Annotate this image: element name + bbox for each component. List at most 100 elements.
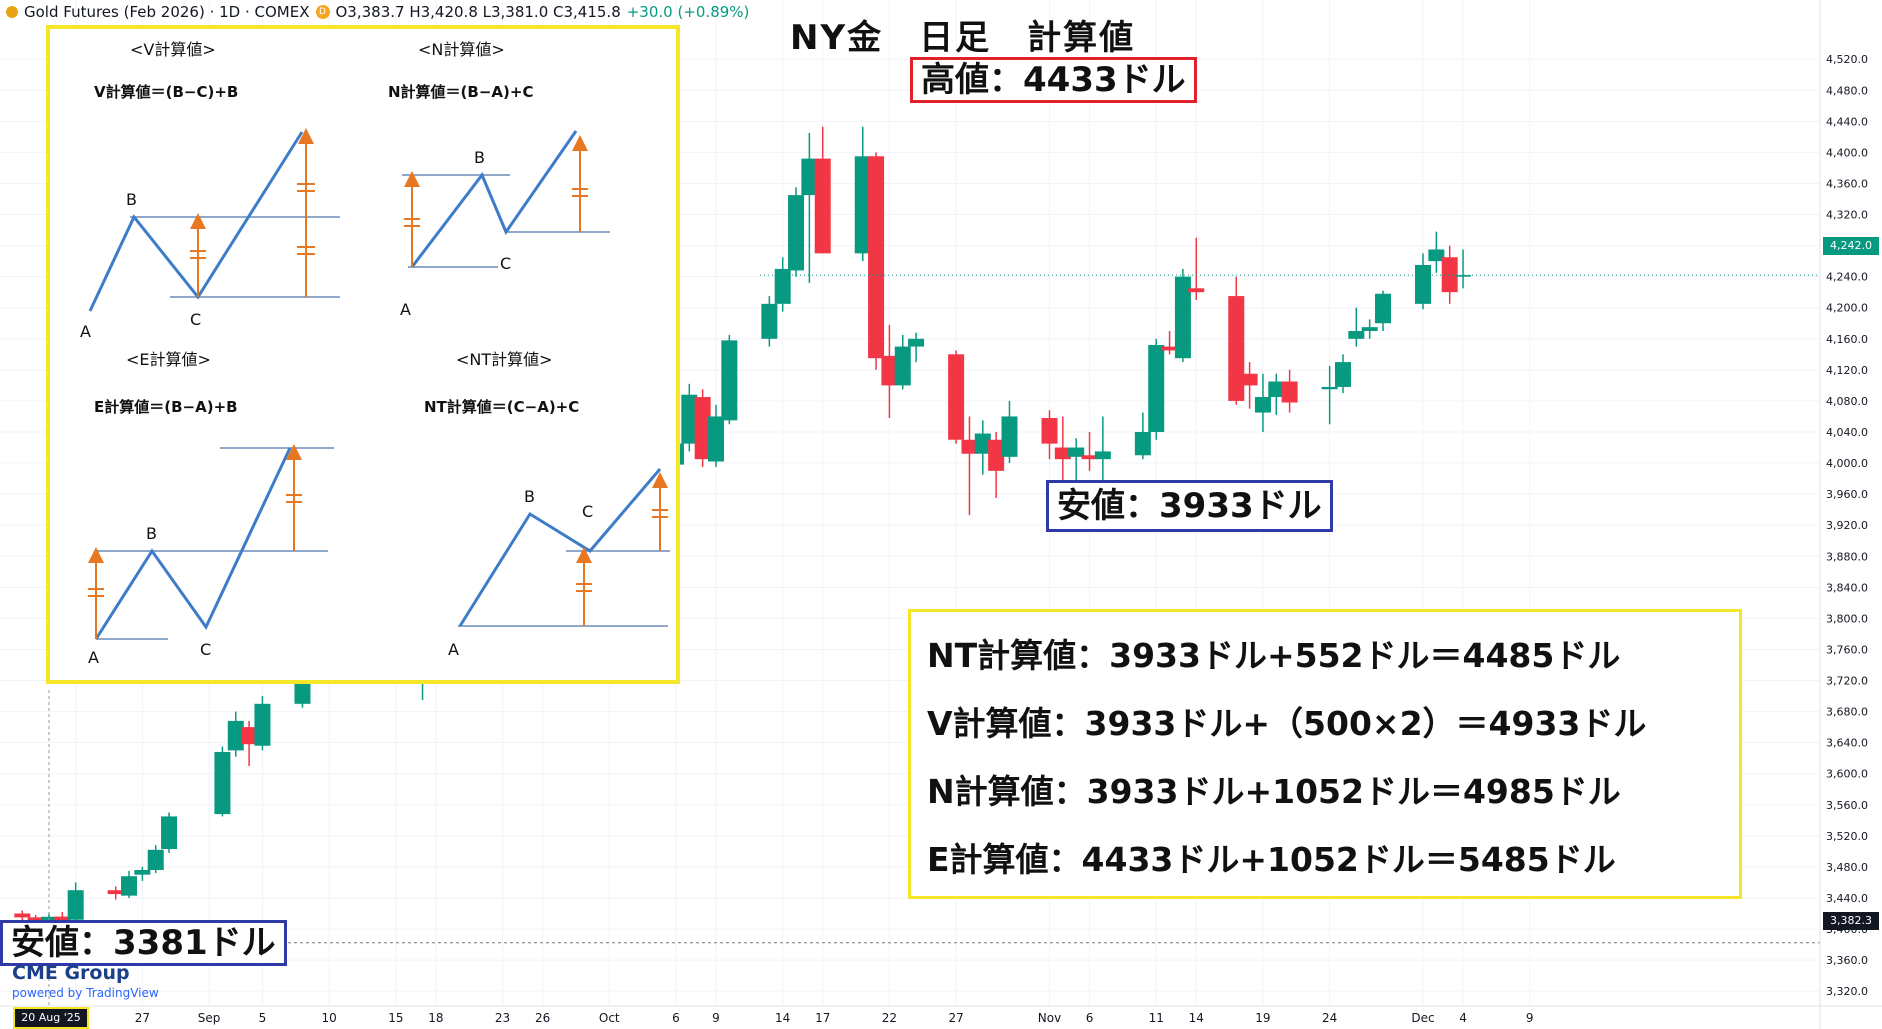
candle-body [1375, 293, 1391, 324]
candle-body [1348, 331, 1365, 339]
candle [961, 416, 978, 516]
delayed-data-badge[interactable]: D [315, 5, 330, 19]
candle [147, 845, 164, 874]
candle [1375, 290, 1391, 332]
time-tick-label: 10 [321, 1011, 336, 1025]
candle [894, 334, 911, 390]
candle [1148, 338, 1165, 440]
n-diagram-drawing [402, 130, 610, 268]
price-tick-label: 3,760.0 [1826, 643, 1868, 656]
candle-body [988, 439, 1005, 471]
chart-title: NY金 日足 計算値 [790, 18, 1136, 58]
candle [1228, 276, 1245, 405]
candle-body [254, 703, 271, 746]
candle [107, 886, 124, 900]
candle [161, 812, 178, 853]
candle [1254, 373, 1271, 432]
candle [881, 324, 898, 419]
time-tick-label: Oct [599, 1011, 620, 1025]
powered-by-tradingview[interactable]: powered by TradingView [12, 986, 159, 1000]
candle-body [1441, 257, 1458, 293]
time-tick-label: 4 [1459, 1011, 1467, 1025]
gold-symbol-icon [6, 6, 18, 18]
v-diagram-drawing [88, 128, 340, 312]
candle-body [1041, 418, 1058, 444]
price-tick-label: 4,000.0 [1826, 457, 1868, 470]
candle-body [147, 849, 164, 871]
v-label-a: A [80, 322, 91, 341]
candle-body [974, 433, 991, 454]
time-tick-label: 17 [815, 1011, 830, 1025]
candle [868, 152, 885, 370]
price-tick-label: 4,440.0 [1826, 115, 1868, 128]
price-tick-label: 4,520.0 [1826, 53, 1868, 66]
candle-body [1188, 288, 1205, 293]
candle [974, 420, 991, 475]
candle [788, 187, 805, 277]
candle [854, 126, 871, 262]
e-label-b: B [146, 524, 157, 543]
price-axis: 3,320.03,360.03,400.03,440.03,480.03,520… [1819, 0, 1868, 1029]
candle [121, 870, 138, 898]
candle-body [1054, 447, 1071, 460]
time-tick-label: Sep [198, 1011, 221, 1025]
candle [1188, 237, 1205, 300]
ohlc-readout: O3,383.7 H3,420.8 L3,381.0 C3,415.8 [335, 3, 621, 21]
time-tick-label: 27 [948, 1011, 963, 1025]
candle-body [161, 816, 178, 850]
candle-body [67, 890, 84, 920]
price-tick-label: 3,840.0 [1826, 581, 1868, 594]
candle [1281, 369, 1298, 413]
change-readout: +30.0 (+0.89%) [626, 3, 750, 21]
candle [1455, 249, 1472, 289]
nt-heading: <NT計算値> [456, 350, 553, 369]
candle [214, 746, 231, 817]
candle-body [121, 876, 138, 896]
nt-label-b: B [524, 487, 535, 506]
candle-body [1174, 276, 1191, 359]
price-tick-label: 3,520.0 [1826, 830, 1868, 843]
candle-body [774, 268, 791, 304]
time-tick-label: 18 [428, 1011, 443, 1025]
candle-body [1415, 265, 1432, 304]
last-price-badge: 4,242.0 [1823, 237, 1879, 255]
instrument-name[interactable]: Gold Futures (Feb 2026) · 1D · COMEX [24, 3, 310, 21]
candle-body [14, 913, 31, 918]
candle [774, 257, 791, 312]
candle [254, 696, 271, 751]
price-tick-label: 4,040.0 [1826, 426, 1868, 439]
candle-body [868, 156, 885, 359]
tradingview-link[interactable]: TradingView [86, 986, 159, 1000]
v-heading: <V計算値> [130, 40, 216, 59]
candle-body [1254, 397, 1271, 413]
candle [801, 132, 818, 283]
candle-body [1241, 373, 1258, 386]
candle-body [694, 397, 711, 460]
candle [681, 383, 698, 452]
time-tick-label: 14 [1189, 1011, 1204, 1025]
low-callout-nov: 安値：3933ドル [1046, 480, 1333, 532]
candle-body [1134, 431, 1151, 456]
price-tick-label: 4,400.0 [1826, 146, 1868, 159]
price-tick-label: 3,920.0 [1826, 519, 1868, 532]
candle-body [1428, 249, 1445, 262]
candle-body [1334, 362, 1351, 387]
candle [1415, 253, 1432, 310]
candle [694, 389, 711, 467]
candle [1348, 307, 1365, 347]
time-tick-label: 9 [712, 1011, 720, 1025]
candle-body [854, 156, 871, 254]
crosshair-date-badge: 20 Aug '25 [13, 1007, 89, 1029]
candle-body [801, 158, 818, 196]
candle-body [1081, 455, 1098, 460]
candle [1321, 365, 1338, 425]
candle [1441, 245, 1458, 304]
candle [1174, 268, 1191, 363]
time-tick-label: Nov [1038, 1011, 1061, 1025]
candle-body [908, 338, 925, 347]
n-heading: <N計算値> [418, 40, 505, 59]
candle-body [708, 416, 724, 462]
candle [1334, 354, 1351, 394]
calculation-box: NT計算値：3933ドル+552ドル＝4485ドル V計算値：3933ドル+（5… [908, 609, 1742, 899]
calculation-diagrams: <V計算値> V計算値＝(B−C)+B A B C <N計算値> N計算値＝(B… [46, 25, 680, 684]
